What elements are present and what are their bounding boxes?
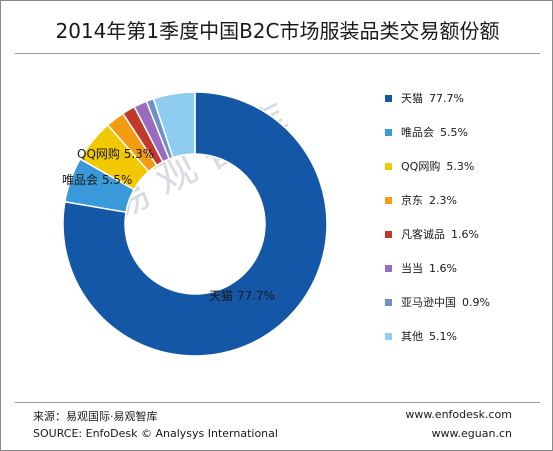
legend-label: 天猫 77.7% [401, 92, 464, 105]
legend-item-6: 亚马逊中国 0.9% [385, 291, 550, 314]
legend-swatch [385, 197, 392, 204]
legend-value: 5.3% [446, 160, 475, 173]
legend-value: 5.5% [440, 126, 468, 139]
legend-swatch [385, 231, 392, 238]
legend-value: 1.6% [429, 262, 457, 275]
legend-value: 1.6% [451, 228, 479, 241]
legend-swatch [385, 95, 392, 102]
legend-swatch [385, 299, 392, 306]
legend-item-4: 凡客诚品 1.6% [385, 223, 550, 246]
legend-value: 0.9% [462, 296, 490, 309]
url-enfodesk[interactable]: www.enfodesk.com [405, 408, 512, 421]
legend-label: 当当 1.6% [401, 262, 457, 275]
legend: 天猫 77.7% 唯品会 5.5% QQ网购 5.3% 京东 2.3% 凡客诚品 1.6% 当当 1.… [385, 87, 550, 359]
data-label-0: 天猫 77.7% [209, 289, 275, 303]
donut-slice-0 [62, 91, 328, 357]
data-label-2: QQ网购 5.3% [77, 146, 154, 161]
legend-label: 唯品会 5.5% [401, 126, 468, 139]
source-cn: 来源：易观国际·易观智库 [33, 410, 158, 423]
legend-swatch [385, 129, 392, 136]
legend-swatch [385, 265, 392, 272]
legend-value: 5.1% [429, 330, 457, 343]
chart-title: 2014年第1季度中国B2C市场服装品类交易额份额 [55, 19, 500, 43]
legend-label: 其他 5.1% [401, 330, 457, 343]
legend-label: QQ网购 5.3% [401, 160, 475, 173]
url-eguan[interactable]: www.eguan.cn [431, 427, 512, 440]
data-label-1: 唯品会 5.5% [62, 173, 132, 187]
legend-item-7: 其他 5.1% [385, 325, 550, 348]
legend-item-2: QQ网购 5.3% [385, 155, 550, 178]
legend-label: 凡客诚品 1.6% [401, 228, 479, 241]
legend-item-5: 当当 1.6% [385, 257, 550, 280]
legend-swatch [385, 163, 392, 170]
legend-item-1: 唯品会 5.5% [385, 121, 550, 144]
source-en: SOURCE: EnfoDesk © Analysys Internationa… [33, 427, 278, 440]
footer-divider [15, 402, 540, 403]
legend-swatch [385, 333, 392, 340]
legend-label: 京东 2.3% [401, 194, 457, 207]
legend-label: 亚马逊中国 0.9% [401, 296, 490, 309]
donut-slice-7 [152, 91, 196, 159]
legend-value: 77.7% [429, 92, 464, 105]
legend-item-0: 天猫 77.7% [385, 87, 550, 110]
legend-item-3: 京东 2.3% [385, 189, 550, 212]
title-divider [15, 53, 540, 54]
legend-value: 2.3% [429, 194, 457, 207]
